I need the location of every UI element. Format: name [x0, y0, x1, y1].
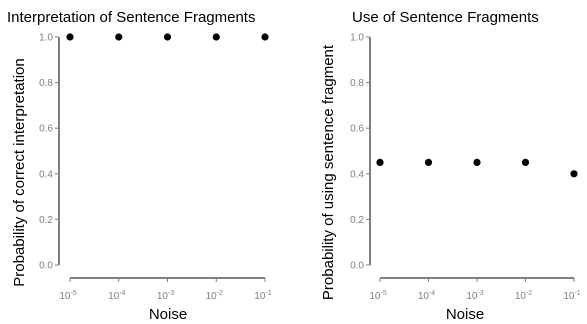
y-tick-label: 0.8: [39, 78, 53, 89]
x-tick-label: 10-3: [466, 290, 483, 302]
data-point: [163, 33, 172, 41]
x-tick-base: 10: [563, 291, 575, 302]
x-tick-exponent: -5: [380, 290, 386, 297]
x-tick-label: 10-5: [369, 290, 386, 302]
data-point: [473, 158, 481, 166]
x-tick-label: 10-1: [254, 290, 271, 302]
x-tick-exponent: -5: [70, 290, 76, 297]
y-tick-label: 0.2: [350, 215, 364, 226]
x-tick-base: 10: [157, 291, 169, 302]
x-tick-exponent: -2: [217, 290, 223, 297]
x-tick-exponent: -3: [477, 290, 483, 297]
y-axis-label: Probability of correct interpretation: [11, 58, 28, 286]
y-tick-label: 1.0: [39, 33, 53, 44]
y-tick-label: 0.4: [350, 169, 364, 180]
x-tick-base: 10: [59, 291, 71, 302]
x-tick-label: 10-5: [59, 290, 76, 302]
data-point: [376, 158, 384, 166]
data-point: [212, 33, 220, 41]
y-tick-label: 0.0: [39, 261, 53, 272]
x-tick-exponent: -1: [265, 290, 271, 297]
y-tick-label: 0.8: [350, 78, 364, 89]
x-tick-exponent: -3: [168, 290, 174, 297]
y-axis-label: Probability of using sentence fragment: [320, 44, 337, 300]
x-tick-exponent: -4: [119, 290, 125, 297]
x-tick-label: 10-4: [418, 290, 435, 302]
y-tick-label: 0.0: [350, 261, 364, 272]
x-axis-label: Noise: [149, 306, 187, 323]
data-point: [115, 33, 123, 41]
y-tick-label: 0.2: [39, 215, 53, 226]
x-tick-exponent: -2: [526, 290, 532, 297]
data-point: [521, 158, 530, 166]
x-tick-label: 10-1: [563, 290, 580, 302]
y-tick-label: 0.6: [39, 124, 53, 135]
chart-title: Interpretation of Sentence Fragments: [7, 9, 255, 26]
data-point: [66, 33, 74, 41]
x-tick-base: 10: [418, 291, 430, 302]
x-tick-base: 10: [254, 291, 266, 302]
x-tick-base: 10: [206, 291, 218, 302]
x-tick-exponent: -1: [574, 290, 580, 297]
x-tick-base: 10: [108, 291, 120, 302]
x-tick-exponent: -4: [429, 290, 435, 297]
x-tick-label: 10-3: [157, 290, 174, 302]
x-tick-label: 10-2: [515, 290, 532, 302]
data-point: [261, 33, 269, 41]
panel-use: Use of Sentence Fragments 0.0 0.2 0.4 0.6 0.8…: [320, 9, 581, 323]
y-tick-label: 0.6: [350, 124, 364, 135]
x-tick-base: 10: [369, 291, 381, 302]
x-tick-base: 10: [515, 291, 527, 302]
x-tick-label: 10-2: [206, 290, 223, 302]
data-point: [424, 158, 433, 166]
x-tick-label: 10-4: [108, 290, 125, 302]
x-tick-base: 10: [466, 291, 478, 302]
data-point: [570, 170, 578, 178]
y-tick-label: 1.0: [350, 33, 364, 44]
chart-title: Use of Sentence Fragments: [352, 9, 539, 26]
panel-interpretation: Interpretation of Sentence Fragments 0.0 0…: [7, 9, 272, 323]
x-axis-label: Noise: [446, 306, 484, 323]
y-tick-label: 0.4: [39, 169, 53, 180]
